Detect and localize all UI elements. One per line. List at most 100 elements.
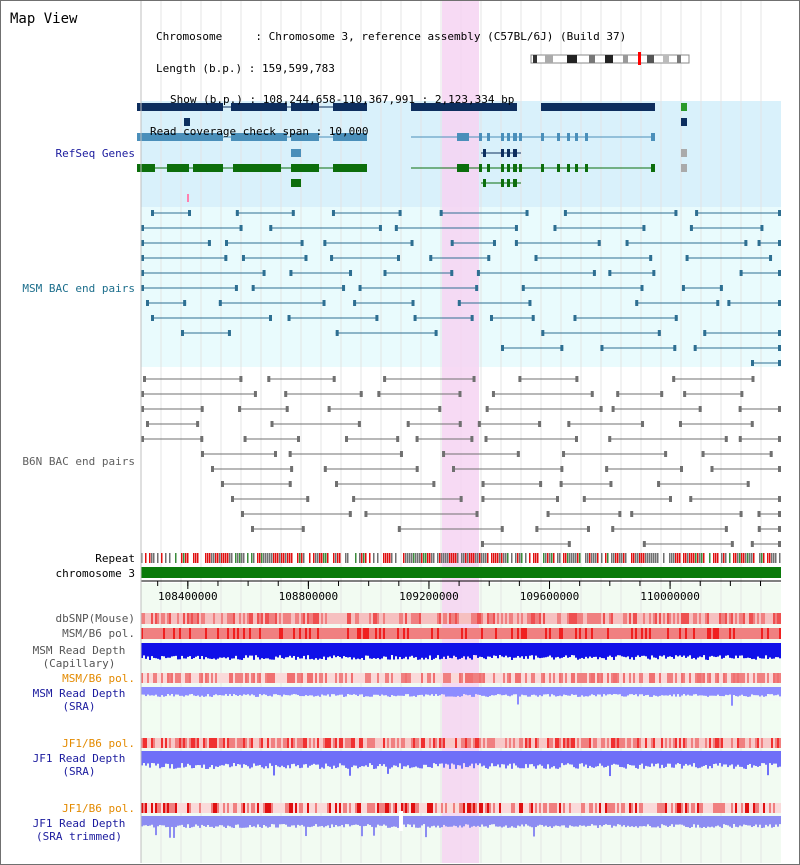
jf1-pol-strip — [417, 738, 419, 748]
msm-end — [439, 210, 443, 216]
msm-pol-strip-2 — [633, 673, 635, 683]
msm-pol-strip-2 — [205, 673, 207, 683]
jf1-depth-sra — [535, 751, 537, 769]
track-label-msm-b6-pol-2[interactable]: MSM/B6 pol. — [62, 672, 135, 685]
track-label-b6n-bac[interactable]: B6N BAC end pairs — [22, 455, 135, 468]
jf1-pol-strip — [677, 738, 679, 748]
jf1-pol-strip — [509, 738, 511, 748]
jf1-pol-strip-2 — [677, 803, 679, 813]
dbsnp-strip — [363, 613, 365, 624]
msm-pol-strip — [529, 628, 531, 639]
track-label-dbsnp[interactable]: dbSNP(Mouse) — [55, 612, 135, 625]
jf1-depth-trimmed — [197, 816, 199, 826]
jf1-depth-trimmed — [545, 816, 547, 826]
track-label-jf1-depth-trimmed[interactable]: JF1 Read Depth (SRA trimmed) — [23, 817, 135, 843]
jf1-pol-strip-2 — [233, 803, 235, 813]
msm-pol-strip — [565, 628, 567, 639]
dbsnp-strip — [689, 613, 691, 624]
msm-pol-strip-2 — [665, 673, 667, 683]
msm-depth-sra — [323, 687, 325, 696]
dbsnp-strip — [753, 613, 755, 624]
dbsnp-strip — [263, 613, 265, 624]
msm-depth-cap-line1: MSM Read Depth — [32, 644, 126, 657]
jf1-depth-trimmed — [337, 816, 339, 827]
jf1-pol-strip-2 — [667, 803, 669, 813]
jf1-depth-sra — [239, 751, 241, 765]
repeat-mark — [261, 553, 263, 563]
msm-pol-strip — [773, 628, 775, 639]
msm-depth-sra — [521, 687, 523, 695]
msm-pol-strip — [389, 628, 391, 639]
dbsnp-strip — [141, 613, 143, 624]
msm-end — [563, 210, 567, 216]
jf1-depth-trimmed — [217, 816, 219, 827]
show-key: Show (b.p.) — [170, 93, 243, 106]
msm-pol-strip — [331, 628, 333, 639]
msm-pol-strip — [557, 628, 559, 639]
track-label-refseq-genes[interactable]: RefSeq Genes — [55, 147, 135, 160]
jf1-pol-strip-2 — [591, 803, 593, 813]
jf1-pol-strip — [551, 738, 553, 748]
msm-pol-strip-2 — [527, 673, 529, 683]
jf1-depth-sra — [555, 751, 557, 769]
track-label-jf1-b6-pol-2[interactable]: JF1/B6 pol. — [62, 802, 135, 815]
jf1-pol-strip — [539, 738, 541, 748]
msm-pol-strip-2 — [331, 673, 333, 683]
jf1-depth-trimmed — [629, 816, 631, 827]
jf1-pol-strip-2 — [615, 803, 617, 813]
jf1-pol-strip — [681, 738, 683, 748]
track-label-jf1-b6-pol[interactable]: JF1/B6 pol. — [62, 737, 135, 750]
repeat-mark — [429, 553, 431, 563]
dbsnp-strip — [173, 613, 175, 624]
track-label-repeat[interactable]: Repeat — [95, 552, 135, 565]
jf1-depth-trimmed — [557, 816, 559, 826]
track-label-msm-depth-sra[interactable]: MSM Read Depth (SRA) — [23, 687, 135, 713]
jf1-pol-strip-2 — [315, 803, 317, 813]
b6n-end — [141, 391, 144, 397]
msm-pol-strip-2 — [563, 673, 565, 683]
msm-depth-sra — [623, 687, 625, 697]
msm-pol-strip-2 — [485, 673, 487, 683]
jf1-depth-sra — [357, 751, 359, 769]
jf1-pol-strip-2 — [747, 803, 749, 813]
msm-depth-sra — [607, 687, 609, 695]
msm-depth-capillary — [277, 643, 279, 658]
msm-depth-capillary — [151, 643, 153, 657]
msm-pol-strip — [691, 628, 693, 639]
jf1-depth-trimmed — [357, 816, 359, 825]
msm-depth-capillary — [305, 643, 307, 660]
msm-pol-strip — [569, 628, 571, 639]
jf1-pol-strip-2 — [395, 803, 397, 813]
jf1-depth-sra — [707, 751, 709, 769]
msm-depth-sra — [325, 687, 327, 696]
msm-depth-sra — [673, 687, 675, 695]
dbsnp-strip — [329, 613, 331, 624]
msm-end — [141, 225, 144, 231]
msm-pol-strip — [435, 628, 437, 639]
jf1-pol-strip — [667, 738, 669, 748]
msm-pol-strip-2 — [261, 673, 263, 683]
msm-depth-sra — [361, 687, 363, 695]
msm-pol-strip — [517, 628, 519, 639]
msm-end — [685, 255, 689, 261]
repeat-mark — [587, 553, 589, 563]
msm-pol-strip — [251, 628, 253, 639]
msm-pol-strip-2 — [697, 673, 699, 683]
track-label-msm-depth-capillary[interactable]: MSM Read Depth (Capillary) — [23, 644, 135, 670]
track-label-msm-b6-pol[interactable]: MSM/B6 pol. — [62, 627, 135, 640]
jf1-pol-strip-2 — [555, 803, 557, 813]
dbsnp-strip — [651, 613, 653, 624]
msm-pol-strip-2 — [327, 673, 329, 683]
jf1-depth-trimmed — [639, 816, 641, 827]
msm-depth-capillary — [243, 643, 245, 659]
jf1-depth-trimmed — [567, 816, 569, 828]
jf1-depth-trimmed — [219, 816, 221, 826]
jf1-pol-strip-2 — [163, 803, 165, 813]
track-label-msm-bac[interactable]: MSM BAC end pairs — [22, 282, 135, 295]
track-label-jf1-depth-sra[interactable]: JF1 Read Depth (SRA) — [23, 752, 135, 778]
dbsnp-strip — [605, 613, 607, 624]
msm-depth-capillary — [377, 643, 379, 659]
msm-depth-capillary — [499, 643, 501, 656]
jf1-pol-strip — [773, 738, 775, 748]
